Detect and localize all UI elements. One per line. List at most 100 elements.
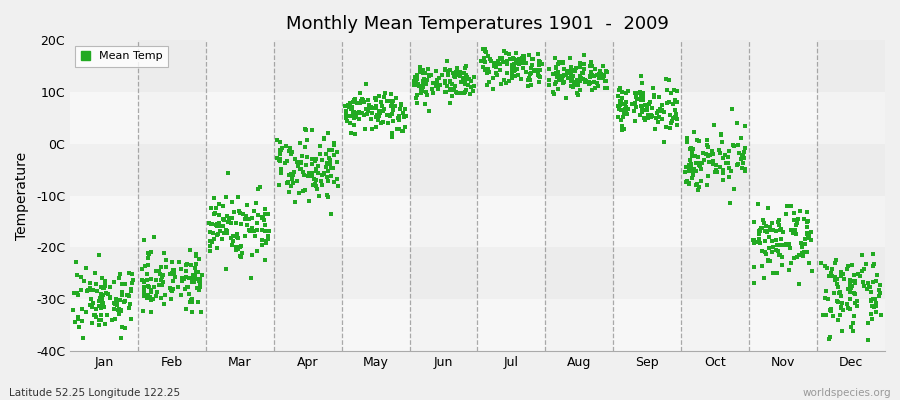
Point [760,228,775,234]
Point [158,292,172,298]
Point [348,113,363,120]
Point [524,81,538,88]
Point [296,168,310,175]
Point [582,79,597,85]
Point [126,277,140,284]
Point [816,311,831,318]
Point [531,72,545,79]
Point [399,113,413,119]
Point [734,156,748,162]
Point [282,172,296,178]
Point [451,72,465,78]
Point [373,110,387,116]
Point [836,271,850,278]
Point [97,285,112,291]
Point [450,90,464,96]
Point [324,210,338,217]
Point [210,232,224,238]
Point [716,155,730,161]
Point [505,66,519,73]
Point [818,294,832,301]
Point [370,112,384,118]
Point [383,112,398,118]
Point [775,254,789,260]
Point [255,237,269,243]
Point [761,234,776,240]
Point [484,58,499,64]
Point [827,277,842,284]
Point [416,77,430,84]
Point [678,169,692,175]
Point [634,80,649,86]
Point [582,81,597,88]
Point [220,212,234,219]
Point [745,237,760,243]
Point [224,235,238,242]
Point [189,253,203,259]
Point [864,289,878,295]
Point [482,68,496,75]
Point [85,304,99,310]
Point [231,235,246,242]
Point [757,220,771,226]
Point [381,120,395,126]
Point [308,158,322,165]
Point [847,278,861,284]
Point [802,232,816,239]
Point [846,328,860,334]
Point [659,76,673,82]
Point [523,71,537,78]
Point [645,112,660,119]
Point [355,110,369,116]
Point [765,220,779,226]
Point [149,289,164,296]
Point [709,169,724,175]
Point [284,176,299,182]
Point [217,230,231,236]
Point [592,70,607,77]
Point [525,62,539,68]
Point [619,109,634,116]
Point [441,68,455,74]
Point [433,82,447,88]
Point [87,312,102,318]
Point [251,212,266,218]
Point [646,85,661,91]
Point [163,271,177,277]
Point [299,127,313,133]
Point [353,100,367,106]
Point [760,229,774,235]
Point [179,284,194,290]
Point [148,293,163,299]
Point [274,170,288,176]
Point [443,100,457,106]
Point [596,72,610,78]
Point [339,108,354,114]
Point [722,174,736,180]
Point [75,318,89,325]
Point [412,64,427,71]
Point [380,98,394,104]
Point [516,53,530,59]
Point [338,102,353,109]
Point [633,112,647,118]
Point [682,146,697,153]
Point [446,86,461,93]
Point [157,250,171,256]
Point [309,156,323,162]
Point [546,89,561,95]
Point [505,66,519,72]
Point [686,146,700,153]
Point [93,295,107,302]
Point [660,100,674,106]
Point [822,273,836,279]
Point [669,99,683,105]
Point [684,168,698,174]
Point [643,99,657,105]
Point [830,276,844,283]
Point [245,252,259,258]
Point [410,72,424,78]
Point [233,243,248,250]
Point [784,260,798,266]
Point [94,316,109,323]
